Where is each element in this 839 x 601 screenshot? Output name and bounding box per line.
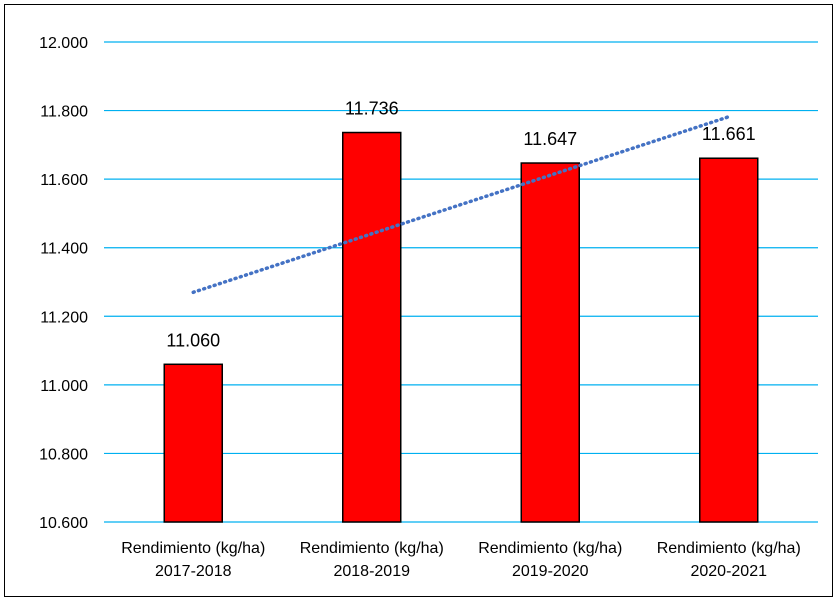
x-axis-labels: Rendimiento (kg/ha) 2017-2018 Rendimiento … (121, 540, 801, 580)
data-label: 11.661 (702, 124, 756, 144)
bar (342, 131, 402, 523)
y-tick-label: 11.000 (40, 378, 88, 395)
y-tick-label: 12.000 (39, 35, 88, 52)
x-tick-label: 2020-2021 (690, 563, 767, 580)
x-tick-label: Rendimiento (kg/ha) (121, 540, 265, 557)
y-tick-label: 11.400 (40, 241, 88, 258)
x-tick-label: Rendimiento (kg/ha) (300, 540, 444, 557)
bar (699, 157, 759, 523)
data-label: 11.060 (166, 330, 220, 350)
y-tick-label: 11.200 (40, 309, 88, 326)
y-tick-label: 11.600 (40, 172, 88, 189)
bar (163, 363, 223, 523)
data-label: 11.736 (345, 99, 399, 119)
y-axis-ticks: 10.600 10.800 11.000 11.200 11.400 11.600 11.8… (39, 35, 88, 532)
x-tick-label: 2017-2018 (155, 563, 232, 580)
x-tick-label: 2018-2019 (333, 563, 410, 580)
x-tick-label: 2019-2020 (512, 563, 589, 580)
trendline-group (191, 114, 731, 295)
bar (520, 162, 580, 523)
trendline (191, 114, 731, 295)
x-tick-label: Rendimiento (kg/ha) (478, 540, 622, 557)
x-tick-label: Rendimiento (kg/ha) (657, 540, 801, 557)
data-label: 11.647 (523, 129, 577, 149)
chart-frame (4, 4, 833, 597)
data-labels: 11.060 11.736 11.647 11.661 (166, 99, 755, 351)
y-tick-label: 10.600 (39, 515, 88, 532)
bars (163, 131, 759, 523)
y-tick-label: 11.800 (40, 104, 88, 121)
y-tick-label: 10.800 (39, 446, 88, 463)
